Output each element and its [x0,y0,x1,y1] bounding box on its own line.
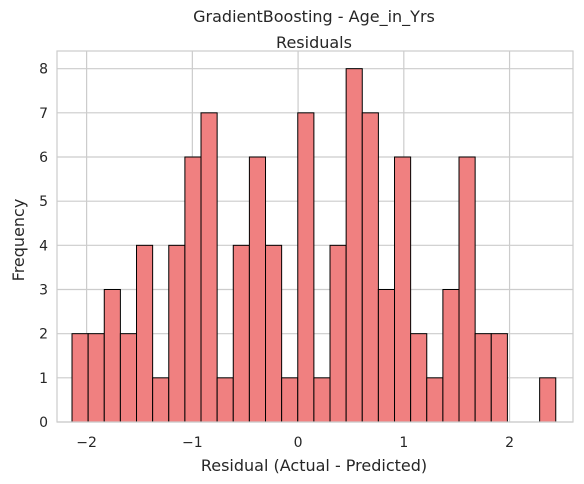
histogram-bar [216,377,234,423]
plot-frame [56,50,574,423]
histogram-bar [152,377,170,423]
y-tick-label: 3 [39,283,48,299]
histogram-bar [232,244,250,423]
chart-subtitle: Residuals [276,33,352,52]
y-tick-label: 2 [39,327,48,343]
histogram-bar [168,244,186,423]
x-tick-label: −2 [76,435,97,451]
x-axis-label: Residual (Actual - Predicted) [201,456,427,475]
histogram-bar [200,112,218,423]
x-tick-label: −1 [182,435,203,451]
histogram-bar [458,156,476,423]
histogram-bar [361,112,379,423]
histogram-bar [426,377,444,423]
histogram-bar [103,289,121,423]
y-tick-label: 0 [39,415,48,431]
histogram-bar [87,333,105,423]
x-tick-labels: −2 −1 0 1 2 [76,435,514,451]
histogram-bar [394,156,412,423]
histogram-bar [265,244,283,423]
histogram-bar [345,68,363,423]
chart-title: GradientBoosting - Age_in_Yrs [193,7,435,27]
histogram-bar [136,244,154,423]
y-tick-label: 7 [39,106,48,122]
histogram-bar [442,289,460,423]
histogram-bar [329,244,347,423]
histogram-bar [248,156,267,423]
y-axis-label: Frequency [9,199,28,282]
y-tick-label: 5 [39,194,48,210]
histogram-bar [281,377,299,423]
y-tick-label: 4 [39,238,48,254]
x-tick-label: 0 [294,435,303,451]
histogram-bar [119,333,138,423]
x-tick-label: 2 [505,435,514,451]
y-tick-label: 1 [39,371,48,387]
y-tick-label: 8 [39,62,48,78]
histogram-bar [297,112,315,423]
histogram-bar [490,333,508,423]
histogram-bar [313,377,331,423]
histogram-bar [71,333,89,423]
y-tick-label: 6 [39,150,48,166]
histogram-bar [410,333,428,423]
histogram-bar [377,289,396,423]
histogram-bar [539,377,557,423]
y-tick-labels: 0 1 2 3 4 5 6 7 8 [39,62,48,431]
x-tick-label: 1 [399,435,408,451]
histogram-bar [184,156,202,423]
histogram-bar [474,333,492,423]
